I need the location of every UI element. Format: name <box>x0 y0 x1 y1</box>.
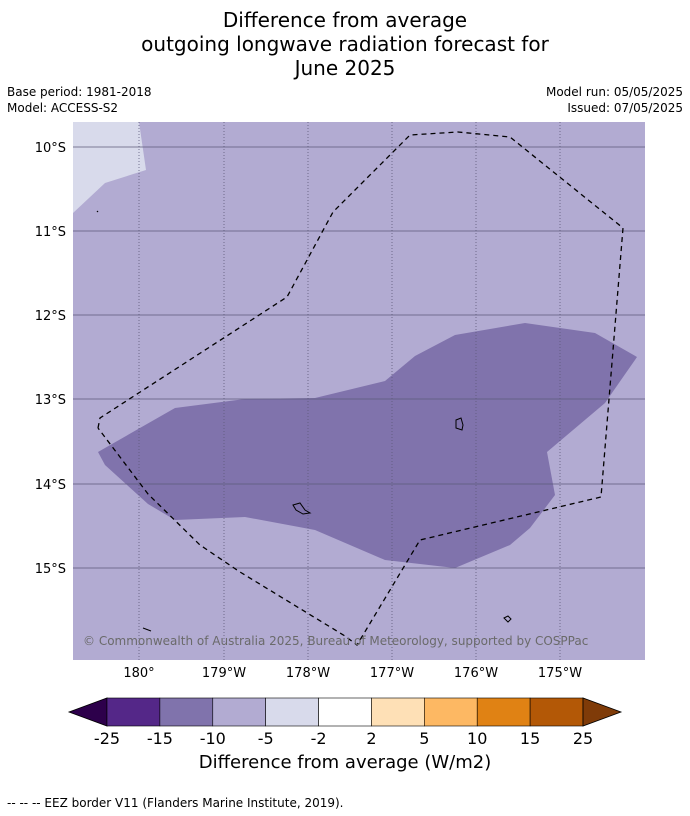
longitude-label: 178°W <box>286 666 330 681</box>
model-name: Model: ACCESS-S2 <box>7 101 119 115</box>
island-outline <box>142 627 152 632</box>
colorbar-label: Difference from average (W/m2) <box>198 752 492 773</box>
colorbar-segment <box>318 697 372 727</box>
colorbar-tick-label: 10 <box>467 729 487 748</box>
base-period: Base period: 1981-2018 <box>7 85 152 99</box>
colorbar-extend-min <box>67 697 108 727</box>
colorbar-segment <box>424 697 478 727</box>
anomaly-field-minus5-to-minus2 <box>73 122 146 213</box>
colorbar-tick-label: -25 <box>94 729 120 748</box>
chart-title: Difference from average outgoing longwav… <box>0 8 690 80</box>
colorbar-tick-label: -5 <box>258 729 274 748</box>
title-line-1: Difference from average <box>222 8 468 32</box>
longitude-labels: 180° 179°W 178°W 177°W 176°W 175°W <box>123 666 582 681</box>
eez-border <box>97 131 624 646</box>
colorbar-segment <box>159 697 214 727</box>
colorbar-segment <box>371 697 425 727</box>
latitude-label: 13°S <box>35 393 66 408</box>
anomaly-field-minus15-to-minus10 <box>98 323 637 568</box>
model-run: Model run: 05/05/2025 <box>545 85 683 99</box>
colorbar-tick-label: -10 <box>200 729 226 748</box>
island-outline <box>455 417 464 431</box>
island-outline <box>503 615 512 623</box>
longitude-label: 176°W <box>454 666 498 681</box>
colorbar-tick-label: 25 <box>573 729 593 748</box>
longitude-label: 179°W <box>202 666 246 681</box>
map-panel: © Commonwealth of Australia 2025, Bureau… <box>73 122 645 660</box>
colorbar-tick-label: -2 <box>311 729 327 748</box>
meta-right: Model run: 05/05/2025 Issued: 07/05/2025 <box>546 84 683 116</box>
colorbar-segment <box>212 697 266 727</box>
colorbar-tick-label: -15 <box>147 729 173 748</box>
title-line-3: June 2025 <box>294 56 396 80</box>
longitude-label: 180° <box>123 666 154 681</box>
colorbar-tick-label: 2 <box>366 729 376 748</box>
latitude-labels: 10°S 11°S 12°S 13°S 14°S 15°S <box>35 141 66 577</box>
island-outline <box>292 502 312 515</box>
title-line-2: outgoing longwave radiation forecast for <box>141 32 549 56</box>
colorbar-segment <box>476 697 531 727</box>
footer-legend: -- -- -- EEZ border V11 (Flanders Marine… <box>7 796 344 810</box>
copyright-text: © Commonwealth of Australia 2025, Bureau… <box>83 634 588 648</box>
colorbar-tick-label: 5 <box>419 729 429 748</box>
island-outline <box>96 210 99 213</box>
longitude-label: 177°W <box>370 666 414 681</box>
colorbar: -25 -15 -10 -5 -2 2 5 10 15 25 <box>67 697 623 748</box>
latitude-label: 12°S <box>35 309 66 324</box>
latitude-label: 11°S <box>35 225 66 240</box>
colorbar-segment <box>106 697 161 727</box>
longitude-label: 175°W <box>538 666 582 681</box>
graticule <box>73 122 645 660</box>
colorbar-tick-label: 15 <box>520 729 540 748</box>
latitude-label: 15°S <box>35 562 66 577</box>
colorbar-segment <box>529 697 584 727</box>
latitude-label: 14°S <box>35 478 66 493</box>
latitude-label: 10°S <box>35 141 66 156</box>
colorbar-extend-max <box>582 697 623 727</box>
meta-left: Base period: 1981-2018 Model: ACCESS-S2 <box>7 84 152 116</box>
issued-date: Issued: 07/05/2025 <box>567 101 683 115</box>
colorbar-segment <box>265 697 319 727</box>
